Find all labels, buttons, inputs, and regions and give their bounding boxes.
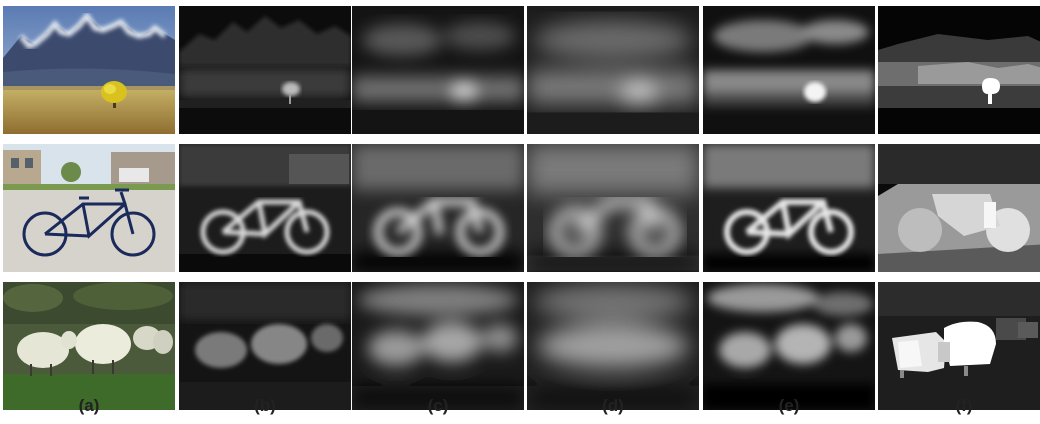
row1-segmentation-f [878,6,1040,134]
row1-saliency-e [703,6,875,134]
row1-saliency-c [352,6,524,134]
row3-saliency-e [703,282,875,410]
row2-saliency-d [527,144,699,272]
caption-b: (b) [254,396,276,415]
row2-saliency-c [352,144,524,272]
row1-saliency-b [179,6,351,134]
row2-segmentation-f [878,144,1040,272]
row1-photo [3,6,175,134]
row2-saliency-e [703,144,875,272]
row3-saliency-d [527,282,699,410]
row3-segmentation-f [878,282,1040,410]
caption-c: (c) [427,396,449,415]
row2-saliency-b [179,144,351,272]
caption-d: (d) [602,396,624,415]
caption-a: (a) [78,396,100,415]
row3-photo [3,282,175,410]
caption-f: (f) [955,396,973,415]
row1-saliency-d [527,6,699,134]
caption-e: (e) [778,396,800,415]
row2-photo [3,144,175,272]
row3-saliency-c [352,282,524,410]
row3-saliency-b [179,282,351,410]
